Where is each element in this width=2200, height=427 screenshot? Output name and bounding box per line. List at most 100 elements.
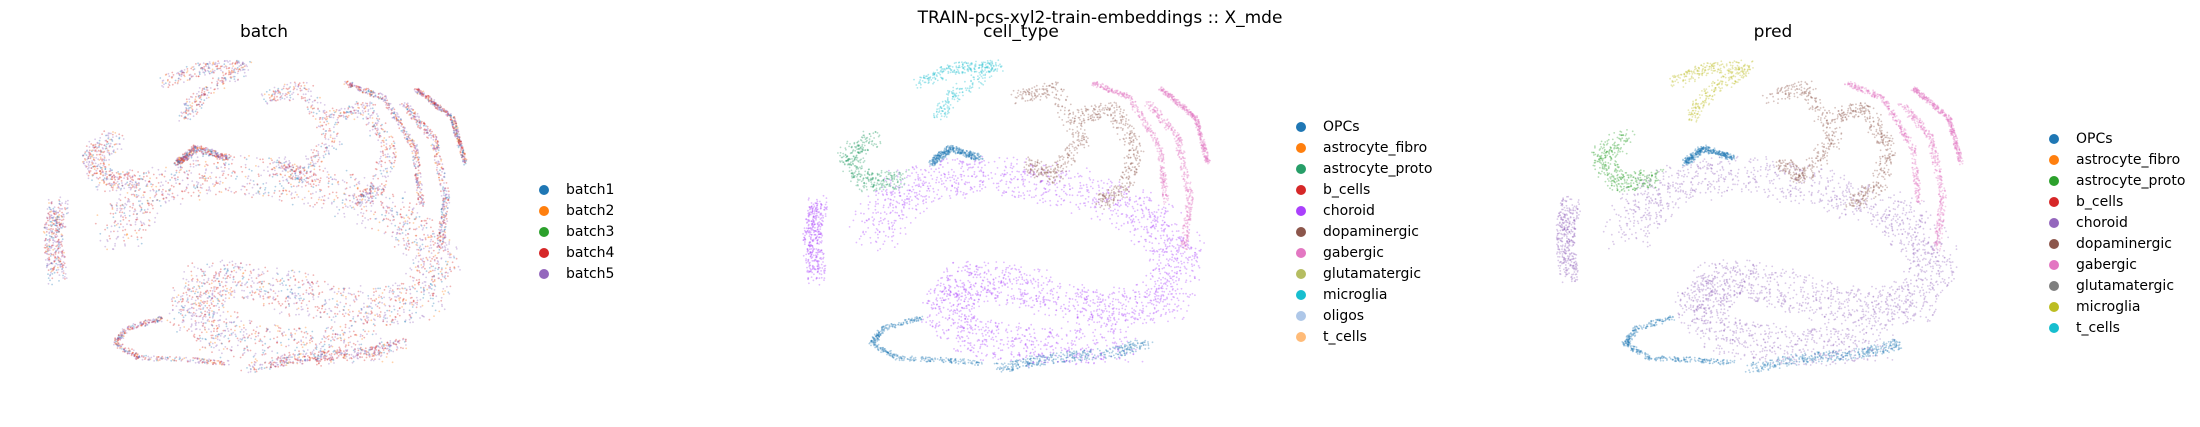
scatter-point [221,293,224,296]
scatter-point [339,349,342,352]
scatter-point [211,294,214,296]
scatter-point [358,182,361,185]
scatter-point [380,200,382,203]
scatter-point [276,99,279,101]
scatter-point [239,155,242,157]
scatter-point [312,174,315,176]
scatter-point [279,357,282,360]
scatter-point [305,336,307,339]
scatter-point [371,346,373,349]
scatter-point [283,353,286,356]
scatter-point [408,206,411,209]
scatter-point [203,99,206,102]
scatter-point [188,112,191,115]
scatter-point [374,211,377,214]
scatter-point [289,174,292,177]
scatter-point [165,166,167,169]
scatter-point [272,173,275,176]
scatter-point [127,237,130,240]
scatter-point [256,359,258,362]
scatter-point [56,218,59,221]
scatter-point [60,235,63,238]
scatter-point [385,356,388,358]
scatter-point [294,170,297,173]
scatter-point [168,75,171,78]
scatter-point [418,281,420,284]
scatter-point [325,123,328,126]
scatter-point [287,296,290,299]
scatter-point [323,199,326,202]
scatter-point [154,194,157,197]
scatter-point [324,117,326,120]
scatter-point [382,219,384,222]
scatter-point [312,174,315,176]
scatter-point [332,329,335,332]
scatter-point [207,279,210,281]
scatter-point [410,301,413,304]
scatter-point [353,197,355,200]
scatter-point [250,277,253,279]
scatter-point [323,150,326,153]
scatter-point [276,280,279,283]
scatter-point [108,163,110,166]
scatter-point [282,189,285,192]
scatter-point [44,244,47,247]
scatter-point [397,322,399,325]
scatter-point [352,342,355,345]
scatter-point [337,212,339,215]
scatter-point [322,116,324,119]
scatter-point [288,175,290,178]
scatter-point [304,184,307,187]
scatter-point [261,363,264,366]
scatter-point [247,69,250,71]
scatter-point [326,351,329,354]
scatter-point [138,356,141,358]
scatter-point [220,342,223,345]
scatter-point [148,321,151,324]
scatter-point [220,294,222,297]
scatter-point [289,297,292,300]
scatter-point [140,177,142,180]
scatter-point [198,295,201,297]
scatter-point [281,88,283,91]
scatter-point [449,252,451,255]
scatter-point [187,108,190,111]
scatter-point [148,219,151,222]
scatter-point [420,286,422,289]
scatter-point [363,205,365,208]
scatter-point [323,336,326,339]
scatter-point [221,342,223,345]
scatter-point [283,364,286,367]
scatter-point [316,363,318,366]
scatter-point [211,292,214,295]
scatter-point [123,350,126,353]
scatter-point [54,253,57,255]
scatter-point [214,183,217,186]
scatter-point [230,287,233,289]
scatter-point [365,311,367,314]
scatter-point [335,178,337,181]
scatter-point [302,341,305,344]
scatter-point [213,185,216,188]
scatter-point [116,202,118,204]
scatter-point [222,303,225,306]
scatter-point [263,98,265,101]
scatter-point [455,246,458,249]
scatter-point [402,252,405,255]
scatter-point [428,267,431,269]
scatter-point [167,182,170,184]
scatter-point [426,217,429,220]
scatter-point [123,328,126,331]
scatter-point [269,363,272,366]
scatter-point [309,176,311,178]
scatter-point [224,177,227,180]
scatter-point [52,237,55,239]
scatter-point [394,224,397,227]
scatter-point [49,239,51,242]
scatter-point [239,340,242,343]
scatter-point [310,157,313,160]
scatter-point [197,195,200,198]
scatter-point [213,288,216,290]
scatter-point [307,273,310,276]
scatter-point [99,153,102,156]
